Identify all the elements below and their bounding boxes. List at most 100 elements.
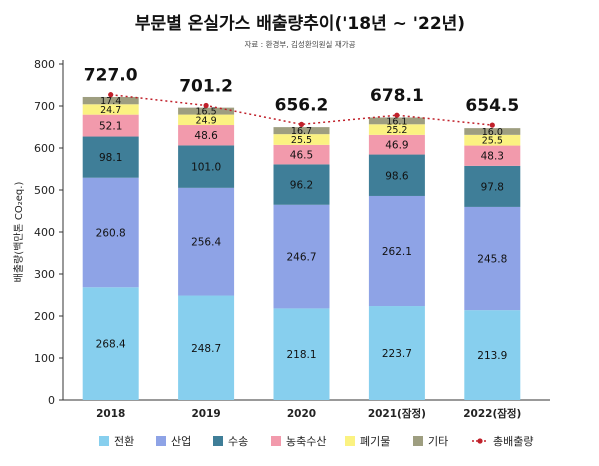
- bar-value-label: 16.7: [291, 126, 312, 137]
- bar-segment: [464, 134, 521, 146]
- y-tick-label: 100: [34, 352, 55, 365]
- bar-value-label: 46.9: [385, 140, 408, 152]
- bar-segment: [368, 117, 425, 125]
- bar-segment: [368, 124, 425, 135]
- bar-segment: [178, 145, 235, 188]
- bar-value-label: 16.1: [386, 116, 407, 127]
- bar-value-label: 246.7: [286, 252, 316, 264]
- total-point: [489, 122, 495, 128]
- bar-segment: [273, 127, 330, 135]
- bar-value-label: 25.5: [291, 135, 312, 146]
- legend-swatch: [213, 436, 223, 446]
- legend-swatch: [345, 436, 355, 446]
- x-tick-label: 2019: [191, 408, 220, 420]
- y-tick-label: 0: [48, 394, 55, 407]
- total-point: [108, 92, 114, 98]
- bar-segment: [82, 96, 139, 105]
- bar-value-label: 48.3: [481, 151, 504, 163]
- legend-label: 폐기물: [360, 435, 390, 448]
- bar-value-label: 16.0: [482, 127, 503, 138]
- bar-segment: [178, 187, 235, 296]
- legend-label: 수송: [228, 435, 248, 448]
- bar-value-label: 46.5: [290, 150, 313, 162]
- bar-segment: [178, 295, 235, 400]
- bar-value-label: 268.4: [96, 339, 126, 351]
- bar-value-label: 25.5: [482, 136, 503, 147]
- legend-label: 기타: [428, 435, 448, 448]
- bar-segment: [464, 145, 521, 166]
- bar-value-label: 98.1: [99, 152, 122, 164]
- y-tick-label: 500: [34, 184, 55, 197]
- x-tick-label: 2018: [96, 408, 125, 420]
- bar-segment: [464, 165, 521, 207]
- bar-value-label: 97.8: [481, 181, 504, 193]
- bar-segment: [464, 310, 521, 400]
- total-value-label: 654.5: [465, 96, 519, 116]
- bar-value-label: 262.1: [382, 246, 412, 258]
- bar-value-label: 24.7: [100, 105, 121, 116]
- total-point: [298, 121, 305, 127]
- y-tick-label: 700: [34, 100, 55, 113]
- bar-segment: [82, 104, 139, 115]
- legend: 전환 산업 수송 농축수산 폐기물 기타 총배출량: [99, 435, 533, 448]
- bar-segment: [273, 204, 330, 309]
- bar-segment: [273, 134, 330, 145]
- total-point: [203, 102, 209, 109]
- legend-line-marker: [477, 438, 483, 444]
- total-point: [394, 112, 400, 118]
- bars-group: 268.4 260.8 98.1 52.1 24.717.4 248.7 256.4 101.…: [82, 96, 521, 400]
- x-tick-label: 2020: [287, 408, 316, 420]
- bar-value-label: 48.6: [194, 130, 218, 142]
- bar-value-label: 101.0: [191, 162, 221, 174]
- bar-segment: [464, 206, 521, 311]
- x-tick-label: 2022(잠정): [463, 407, 521, 420]
- bar-value-label: 245.8: [477, 254, 507, 266]
- bar-value-label: 16.5: [196, 107, 217, 118]
- bar-value-label: 17.4: [100, 96, 121, 107]
- bar-segment: [178, 114, 235, 126]
- legend-swatch: [99, 436, 109, 446]
- y-tick-label: 200: [34, 310, 55, 323]
- bar-segment: [273, 164, 330, 205]
- chart-title: 부문별 온실가스 배출량추이('18년 ~ '22년): [135, 14, 465, 34]
- bar-segment: [368, 154, 425, 196]
- legend-swatch: [413, 436, 423, 446]
- total-value-label: 678.1: [370, 86, 424, 106]
- y-tick-label: 800: [34, 58, 55, 71]
- legend-label: 농축수산: [286, 435, 326, 448]
- bar-segment: [178, 125, 235, 146]
- bar-value-label: 96.2: [290, 180, 313, 192]
- bar-segment: [368, 195, 425, 307]
- total-line-group: 727.0 701.2 656.2 678.1 654.5: [84, 66, 519, 128]
- bar-segment: [273, 144, 330, 165]
- bar-segment: [178, 107, 235, 115]
- bar-value-label: 24.9: [196, 115, 217, 126]
- bar-segment: [464, 128, 521, 135]
- bar-value-label: 25.2: [386, 125, 407, 136]
- bar-segment: [273, 308, 330, 400]
- y-tick-label: 400: [34, 226, 55, 239]
- total-value-label: 701.2: [179, 76, 233, 96]
- legend-label: 전환: [114, 435, 134, 448]
- chart-source: 자료 : 환경부, 김성환의원실 재가공: [244, 39, 355, 49]
- bar-value-label: 248.7: [191, 343, 221, 355]
- bar-value-label: 98.6: [385, 170, 409, 182]
- bar-segment: [82, 114, 139, 137]
- bar-segment: [82, 287, 139, 400]
- legend-swatch: [271, 436, 281, 446]
- bar-value-label: 256.4: [191, 237, 221, 249]
- bar-value-label: 260.8: [96, 228, 126, 240]
- bar-segment: [82, 136, 139, 178]
- bar-segment: [368, 306, 425, 400]
- bar-value-label: 52.1: [99, 121, 122, 133]
- y-tick-label: 300: [34, 268, 55, 281]
- bar-value-label: 213.9: [477, 350, 507, 362]
- axes: 0 100 200 300 400 500 600 700 800 2018 2019 2020 202…: [34, 58, 550, 420]
- y-tick-label: 600: [34, 142, 55, 155]
- bar-segment: [368, 134, 425, 155]
- total-value-label: 727.0: [84, 66, 138, 86]
- y-axis-label: 배출량(백만톤 CO₂eq.): [13, 182, 25, 283]
- bar-segment: [82, 177, 139, 288]
